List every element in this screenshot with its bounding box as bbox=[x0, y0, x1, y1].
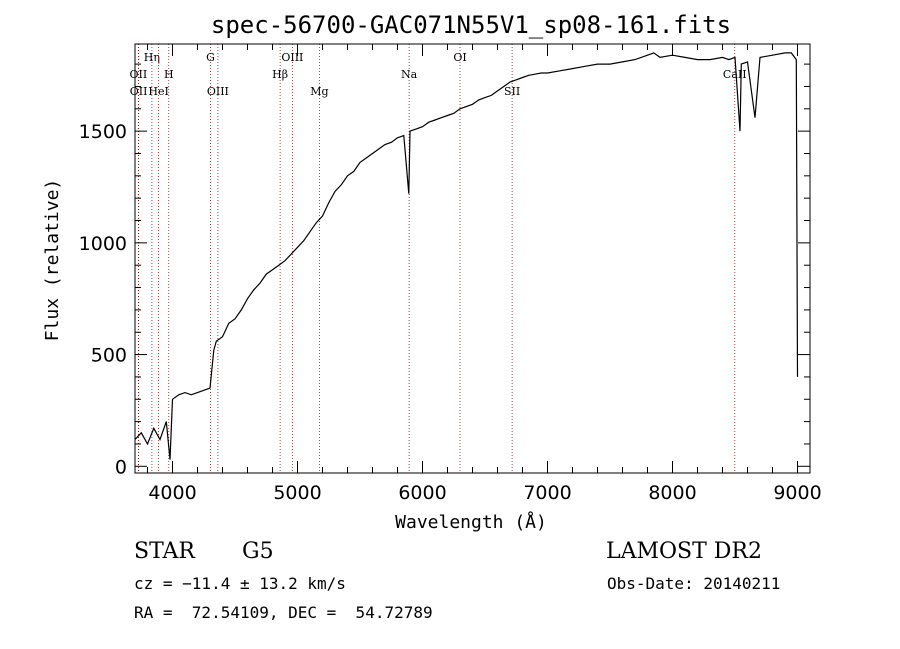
spectral-line-label: Mg bbox=[310, 85, 328, 98]
spectral-line-label: Na bbox=[401, 68, 418, 81]
spectral-line-label: G bbox=[206, 51, 215, 64]
x-tick-label: 8000 bbox=[648, 482, 696, 504]
spectral-line-label: Hβ bbox=[272, 68, 288, 81]
x-tick-label: 4000 bbox=[148, 482, 196, 504]
spectral-line-label: Hη bbox=[144, 51, 160, 64]
object-class: STAR bbox=[134, 539, 195, 564]
chart-title: spec-56700-GAC071N55V1_sp08-161.fits bbox=[211, 11, 731, 39]
x-tick-label: 5000 bbox=[273, 482, 321, 504]
spectral-line-label: OIII bbox=[281, 51, 303, 64]
observation-date: Obs-Date: 20140211 bbox=[607, 574, 781, 593]
spectral-line-label: H bbox=[164, 68, 174, 81]
spectral-line-label: OIII bbox=[207, 85, 229, 98]
spectral-line-label: HeI bbox=[148, 85, 168, 98]
y-tick-label: 500 bbox=[91, 345, 127, 367]
x-tick-label: 6000 bbox=[398, 482, 446, 504]
spectral-line-label: OI bbox=[453, 51, 466, 64]
redshift-text: cz = −11.4 ± 13.2 km/s bbox=[134, 574, 346, 593]
x-tick-label: 9000 bbox=[773, 482, 821, 504]
object-subclass: G5 bbox=[242, 539, 274, 564]
x-axis-label: Wavelength (Å) bbox=[395, 511, 547, 533]
y-tick-label: 0 bbox=[115, 456, 127, 478]
coordinates: RA = 72.54109, DEC = 54.72789 bbox=[134, 603, 433, 622]
y-tick-label: 1500 bbox=[79, 121, 127, 143]
y-tick-label: 1000 bbox=[79, 233, 127, 255]
survey-name: LAMOST DR2 bbox=[606, 539, 762, 564]
spectral-line-label: CaII bbox=[723, 68, 747, 81]
spectral-line-label: OII bbox=[130, 85, 148, 98]
plot-frame bbox=[134, 43, 811, 474]
x-tick-label: 7000 bbox=[523, 482, 571, 504]
y-axis-label: Flux (relative) bbox=[42, 179, 63, 342]
axis-ticks-layer: 4000 5000 6000 7000 8000 9000 0 500 1000 1500 bbox=[79, 44, 822, 504]
spectral-line-label: SII bbox=[504, 85, 520, 98]
flux-series-line bbox=[134, 52, 799, 460]
